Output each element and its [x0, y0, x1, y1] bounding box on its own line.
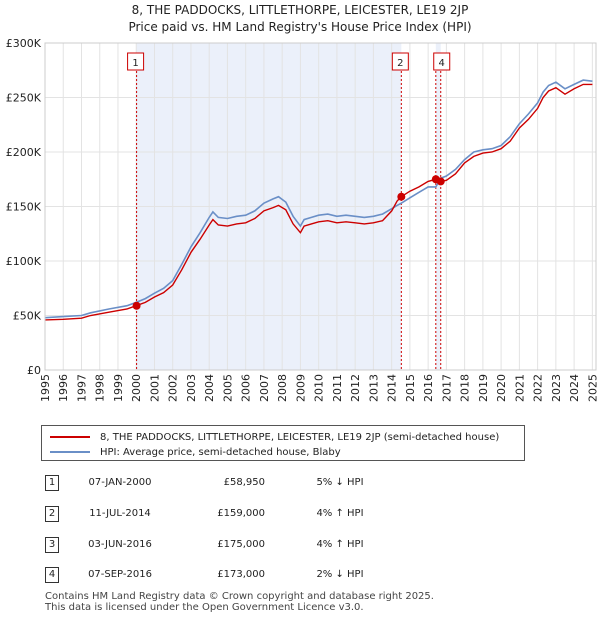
x-tick-label: 2009 [294, 374, 307, 402]
legend-swatch-hpi [50, 451, 90, 453]
transaction-hpi: 4% ↑ HPI [316, 508, 364, 519]
legend-label-property: 8, THE PADDOCKS, LITTLETHORPE, LEICESTER… [100, 431, 500, 443]
transaction-point-1 [132, 301, 141, 310]
marker-label-1: 1 [132, 58, 138, 69]
transaction-number: 4 [45, 567, 59, 583]
x-tick-label: 2007 [258, 374, 271, 402]
x-tick-label: 1999 [112, 374, 125, 402]
marker-box-1 [127, 52, 145, 71]
legend-swatch-property [50, 436, 90, 438]
x-tick-label: 2018 [459, 374, 472, 402]
transaction-number: 2 [45, 506, 59, 522]
y-tick-label: £200K [6, 146, 42, 159]
legend-label-hpi: HPI: Average price, semi-detached house,… [100, 446, 341, 458]
transaction-price: £159,000 [217, 508, 265, 519]
y-tick-label: £100K [6, 255, 42, 268]
x-tick-label: 2005 [221, 374, 234, 402]
x-tick-label: 1998 [94, 374, 107, 402]
transaction-hpi: 4% ↑ HPI [316, 539, 364, 550]
transaction-date: 03-JUN-2016 [88, 539, 152, 550]
transaction-price: £175,000 [217, 539, 265, 550]
transaction-number: 1 [45, 475, 59, 491]
marker-label-2: 2 [397, 58, 403, 69]
x-tick-label: 2004 [203, 374, 216, 402]
y-tick-label: £300K [6, 37, 42, 50]
plot-frame [44, 42, 597, 371]
marker-label-4: 4 [439, 58, 445, 69]
transaction-price: £58,950 [223, 477, 265, 488]
x-tick-label: 2016 [422, 374, 435, 402]
y-tick-label: £0 [27, 364, 41, 377]
legend-item-property: 8, THE PADDOCKS, LITTLETHORPE, LEICESTER… [50, 430, 499, 444]
transaction-date: 11-JUL-2014 [89, 508, 151, 519]
marker-box-2 [391, 52, 409, 71]
footer-copyright: Contains HM Land Registry data © Crown c… [45, 591, 434, 602]
y-tick-label: £250K [6, 92, 42, 105]
x-tick-label: 2000 [130, 374, 143, 402]
x-tick-label: 2002 [167, 374, 180, 402]
chart-title-line2: Price paid vs. HM Land Registry's House … [128, 20, 472, 34]
x-tick-label: 2025 [586, 374, 599, 402]
x-tick-label: 2022 [532, 374, 545, 402]
x-tick-label: 2015 [404, 374, 417, 402]
x-tick-label: 2020 [495, 374, 508, 402]
table-row: 3 03-JUN-2016 £175,000 4% ↑ HPI [0, 537, 600, 557]
y-tick-label: £50K [13, 310, 42, 323]
x-tick-label: 2012 [349, 374, 362, 402]
transaction-price: £173,000 [217, 569, 265, 580]
transaction-hpi: 2% ↓ HPI [316, 569, 364, 580]
x-tick-label: 2017 [440, 374, 453, 402]
legend-item-hpi: HPI: Average price, semi-detached house,… [50, 445, 341, 459]
table-row: 4 07-SEP-2016 £173,000 2% ↓ HPI [0, 567, 600, 587]
y-tick-label: £150K [6, 201, 42, 214]
transaction-hpi: 5% ↓ HPI [316, 477, 364, 488]
table-row: 1 07-JAN-2000 £58,950 5% ↓ HPI [0, 475, 600, 495]
x-tick-label: 2001 [148, 374, 161, 402]
x-tick-label: 1995 [39, 374, 52, 402]
transaction-number: 3 [45, 537, 59, 553]
x-tick-label: 1997 [75, 374, 88, 402]
price-chart: 1 2 4 £0 £50K £100K £150K £200K £250K £300K 1995 1… [6, 37, 600, 402]
x-tick-label: 2013 [367, 374, 380, 402]
transaction-date: 07-JAN-2000 [88, 477, 152, 488]
marker-box-4 [433, 52, 451, 71]
chart-legend: 8, THE PADDOCKS, LITTLETHORPE, LEICESTER… [41, 425, 525, 461]
x-tick-label: 2014 [386, 374, 399, 402]
footer-licence: This data is licensed under the Open Gov… [45, 602, 364, 613]
x-tick-label: 1996 [57, 374, 70, 402]
x-tick-label: 2011 [331, 374, 344, 402]
x-tick-label: 2019 [477, 374, 490, 402]
x-tick-label: 2008 [276, 374, 289, 402]
transaction-point-2 [397, 192, 406, 201]
x-tick-label: 2024 [568, 374, 581, 402]
transaction-point-4 [436, 177, 445, 186]
chart-title-line1: 8, THE PADDOCKS, LITTLETHORPE, LEICESTER… [131, 3, 469, 17]
x-tick-label: 2010 [313, 374, 326, 402]
x-tick-label: 2023 [550, 374, 563, 402]
x-tick-label: 2021 [513, 374, 526, 402]
x-tick-label: 2006 [240, 374, 253, 402]
transaction-date: 07-SEP-2016 [88, 569, 152, 580]
table-row: 2 11-JUL-2014 £159,000 4% ↑ HPI [0, 506, 600, 526]
hpi-series-line [44, 79, 593, 319]
property-series-line [44, 83, 593, 321]
x-tick-label: 2003 [185, 374, 198, 402]
